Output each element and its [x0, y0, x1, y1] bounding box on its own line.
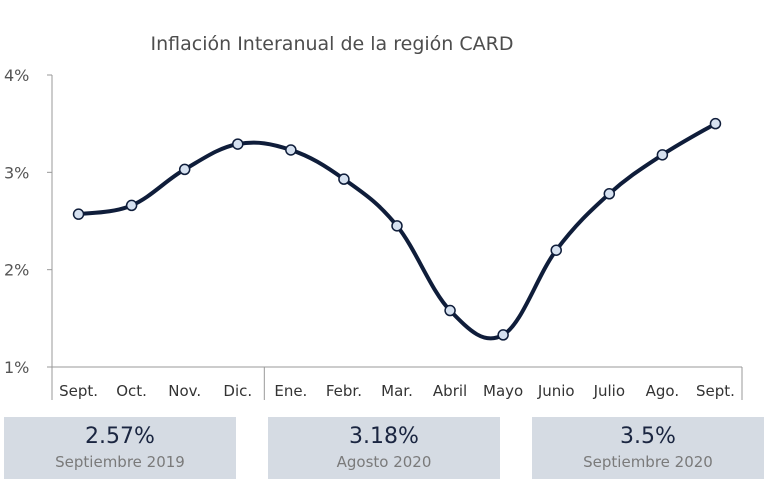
y-tick-label: 2%: [4, 261, 29, 280]
card-label: Agosto 2020: [336, 453, 432, 471]
chart-axes: [47, 74, 743, 400]
data-point: [285, 144, 297, 156]
x-tick-label: Mar.: [381, 382, 413, 400]
x-tick-label: Dic.: [223, 382, 252, 400]
line-chart: Inflación Interanual de la región CARD 1…: [4, 33, 743, 400]
data-point: [603, 187, 616, 200]
x-tick-label: Nov.: [168, 382, 201, 400]
summary-card-sep-2020: 3.5% Septiembre 2020: [532, 417, 764, 479]
summary-card-sep-2019: 2.57% Septiembre 2019: [4, 417, 236, 479]
x-tick-label: Abril: [433, 382, 467, 400]
chart-title: Inflación Interanual de la región CARD: [151, 33, 514, 55]
x-tick-label: Ago.: [646, 382, 679, 400]
data-point: [125, 199, 138, 212]
x-axis-ticks: Sept. Oct. Nov. Dic. Ene. Febr. Mar. Abril Mayo J…: [59, 382, 735, 400]
x-tick-label: Sept.: [59, 382, 98, 400]
data-point: [338, 173, 350, 185]
card-value: 2.57%: [85, 424, 155, 449]
x-tick-label: Oct.: [116, 382, 147, 400]
data-point: [232, 138, 244, 150]
x-tick-label: Sept.: [696, 382, 735, 400]
card-label: Septiembre 2019: [55, 453, 185, 471]
x-tick-label: Mayo: [483, 382, 523, 400]
data-point: [550, 244, 562, 256]
summary-card-aug-2020: 3.18% Agosto 2020: [268, 417, 500, 479]
series-inflation: [72, 117, 722, 341]
data-point: [178, 163, 191, 176]
x-tick-label: Junio: [537, 382, 575, 400]
y-tick-label: 1%: [4, 358, 29, 377]
data-point: [391, 220, 403, 232]
x-tick-label: Julio: [593, 382, 625, 400]
data-point: [72, 208, 85, 220]
card-label: Septiembre 2020: [583, 453, 713, 471]
card-value: 3.5%: [620, 424, 676, 449]
y-tick-label: 3%: [4, 163, 29, 182]
data-point: [444, 304, 456, 317]
y-axis-ticks: 1% 2% 3% 4%: [4, 66, 29, 377]
data-point: [709, 117, 722, 130]
x-tick-label: Febr.: [326, 382, 362, 400]
card-value: 3.18%: [349, 424, 419, 449]
y-tick-label: 4%: [4, 66, 29, 85]
x-tick-label: Ene.: [274, 382, 307, 400]
data-point: [497, 329, 509, 341]
data-point: [656, 149, 669, 161]
